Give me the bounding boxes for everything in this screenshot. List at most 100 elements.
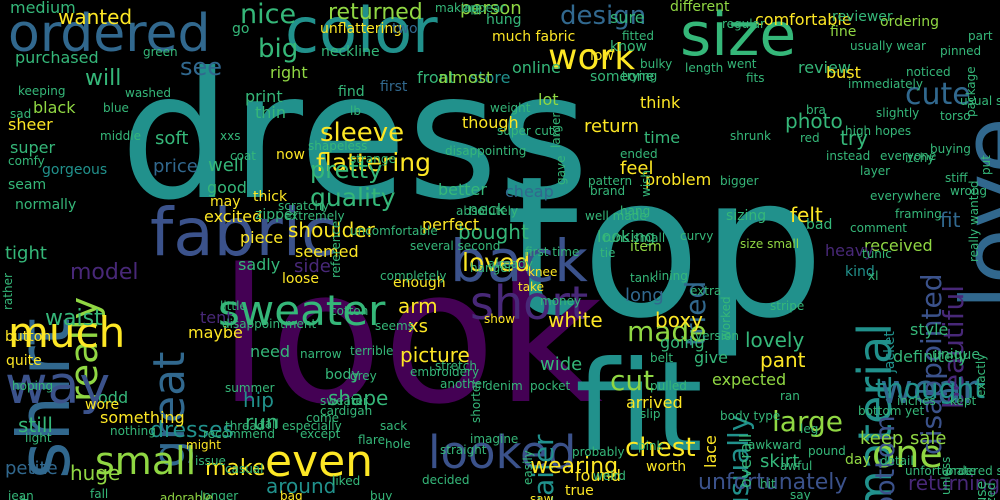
word-quality: quality bbox=[310, 183, 396, 212]
word-seems: seems bbox=[375, 319, 414, 333]
word-thin: thin bbox=[255, 103, 286, 122]
word-go: go bbox=[232, 21, 250, 37]
word-purchased: purchased bbox=[15, 48, 99, 67]
word-immediately: immediately bbox=[848, 77, 923, 91]
word-dress: dress bbox=[120, 36, 590, 239]
word-loose: loose bbox=[282, 271, 319, 287]
word-everywhere: everywhere bbox=[870, 189, 941, 203]
word-returned: returned bbox=[328, 0, 423, 25]
word-much: much bbox=[8, 308, 126, 357]
word-think: think bbox=[640, 93, 681, 112]
word-looking: looking bbox=[597, 227, 656, 246]
word-imagine: imagine bbox=[470, 432, 519, 446]
word-bottom: bottom bbox=[858, 404, 902, 418]
word-bought: bought bbox=[458, 220, 529, 244]
word-around: around bbox=[266, 474, 337, 498]
word-arm: arm bbox=[398, 294, 438, 318]
word-tunic: tunic bbox=[862, 247, 892, 261]
word-print: print bbox=[245, 87, 283, 106]
word-sale: sale bbox=[910, 428, 947, 449]
word-curvy: curvy bbox=[680, 229, 714, 243]
word-denim: denim bbox=[485, 379, 523, 393]
word-thick: thick bbox=[253, 189, 288, 205]
word-reviewer: reviewer bbox=[832, 9, 893, 25]
word-see: see bbox=[180, 53, 223, 81]
word-color: color bbox=[285, 0, 438, 67]
word-super-cute: super cute bbox=[497, 124, 561, 138]
word-put: put bbox=[979, 155, 993, 176]
word-part: part bbox=[968, 29, 993, 43]
word-hit: hit bbox=[760, 477, 776, 491]
word-nothing: nothing bbox=[110, 424, 156, 438]
word-ordered-size: ordered size bbox=[946, 464, 1000, 478]
word-return: return bbox=[584, 116, 640, 137]
word-give: give bbox=[694, 348, 728, 367]
word-xl: xl bbox=[868, 269, 879, 283]
word-adorable: adorable bbox=[160, 491, 213, 500]
word-unfortunate: unfortunate bbox=[905, 464, 977, 478]
word-well: well bbox=[208, 155, 244, 176]
word-strange: strange bbox=[350, 152, 396, 166]
word-wish: wish bbox=[639, 169, 653, 197]
word-oversized: oversized bbox=[984, 483, 998, 500]
word-pretty: pretty bbox=[310, 156, 383, 184]
word-terrible: terrible bbox=[350, 344, 394, 358]
word-soft: soft bbox=[155, 128, 189, 149]
word-tie: tie bbox=[600, 246, 616, 260]
word-grey: grey bbox=[350, 369, 377, 383]
word-bulky: bulky bbox=[640, 57, 673, 71]
word-wore: wore bbox=[85, 397, 120, 413]
word-regular: regular bbox=[722, 17, 765, 31]
word-white: white bbox=[548, 308, 603, 332]
word-first-time: first time bbox=[525, 245, 580, 259]
word-noticed: noticed bbox=[906, 65, 951, 79]
word-come: come bbox=[306, 411, 340, 425]
word-ordered: ordered bbox=[8, 4, 211, 64]
word-photo: photo bbox=[785, 109, 843, 133]
word-though: though bbox=[462, 113, 519, 132]
word-normally-wear: normally wear bbox=[17, 496, 31, 500]
word-fabric: fabric bbox=[150, 194, 338, 271]
word-instead: instead bbox=[826, 149, 871, 163]
word-store: store bbox=[470, 68, 511, 87]
word-issue: issue bbox=[195, 454, 226, 468]
word-work: work bbox=[548, 37, 636, 78]
word-unique: unique bbox=[932, 347, 981, 363]
word-little: little bbox=[220, 299, 247, 313]
word-embroidery: embroidery bbox=[410, 365, 480, 379]
word-definitely: definitely bbox=[893, 347, 968, 366]
word-short: short bbox=[470, 276, 589, 330]
word-length: length bbox=[685, 61, 724, 75]
word-fitted: fitted bbox=[622, 29, 654, 43]
word-cheap: cheap bbox=[505, 182, 554, 201]
word-comfortable: comfortable bbox=[755, 10, 852, 29]
word-cardigan: cardigan bbox=[320, 404, 373, 418]
word-extra: extra bbox=[690, 284, 722, 298]
word-fit: fit bbox=[940, 208, 961, 232]
word-bag: bag bbox=[280, 489, 303, 500]
word-felt: felt bbox=[790, 203, 823, 227]
word-size: size bbox=[680, 0, 797, 70]
word-body: body bbox=[325, 367, 360, 383]
word-huge: huge bbox=[70, 461, 121, 485]
word-keeping: keeping bbox=[18, 84, 66, 98]
word-lb: lb bbox=[350, 104, 361, 118]
word-unfortunately: unfortunately bbox=[698, 470, 848, 495]
word-zipper: zipper bbox=[255, 207, 299, 223]
word-bigger: bigger bbox=[720, 174, 759, 188]
word-weird: weird bbox=[593, 469, 626, 483]
word-better: better bbox=[438, 180, 487, 199]
word-day: day bbox=[845, 452, 871, 468]
word-pinned: pinned bbox=[940, 44, 982, 58]
word-lot: lot bbox=[538, 90, 559, 109]
word-hung: hung bbox=[486, 12, 522, 28]
word-itchy: itchy bbox=[905, 151, 935, 165]
word-cotton: cotton bbox=[330, 304, 369, 318]
word-nice: nice bbox=[240, 0, 297, 30]
word-now: now bbox=[276, 147, 305, 163]
word-xxs: xxs bbox=[220, 129, 241, 143]
word-heavy: heavy bbox=[825, 241, 874, 260]
word-fit: fit bbox=[575, 335, 703, 480]
word-run: run bbox=[245, 410, 279, 434]
word-xs: xs bbox=[408, 316, 429, 337]
